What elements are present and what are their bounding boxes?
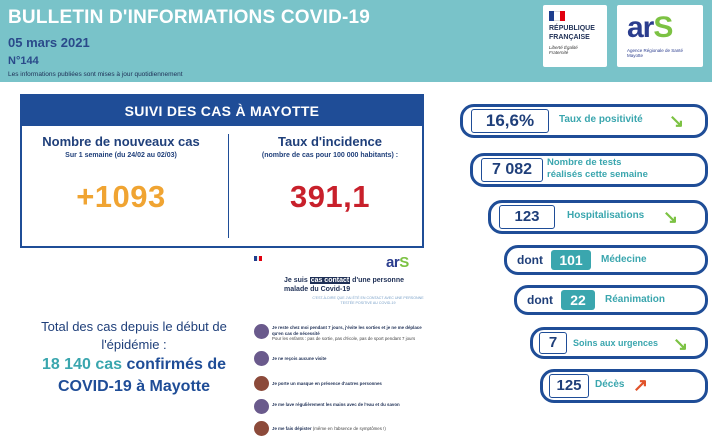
stat-positivity: 16,6% Taux de positivité ↘ — [460, 104, 708, 138]
contact-case-card: arS Je suis cas contact d'une personne m… — [250, 252, 428, 440]
wash-hands-icon — [254, 399, 269, 414]
contact-item: Je porte un masque en présence d'autres … — [254, 376, 426, 394]
republique-francaise-logo: RÉPUBLIQUE FRANÇAISE Liberté Égalité Fra… — [543, 5, 607, 67]
tests-label-line1: Nombre de tests — [547, 157, 622, 168]
down-arrow-icon: ↘ — [673, 334, 689, 354]
stat-hospitalisations: 123 Hospitalisations ↘ — [488, 200, 708, 234]
reanimation-value: 22 — [561, 290, 595, 310]
contact-item: Je reste chez moi pendant 7 jours, j'évi… — [254, 324, 426, 342]
new-cases-block: Nombre de nouveaux cas Sur 1 semaine (du… — [28, 134, 214, 215]
stat-medecine: dont 101 Médecine — [504, 245, 708, 275]
total-count: 18 140 cas — [41, 356, 123, 373]
down-arrow-icon: ↘ — [663, 207, 679, 227]
hospital-value: 123 — [499, 205, 555, 229]
french-flag-icon — [254, 256, 263, 261]
deces-label: Décès — [595, 379, 625, 390]
contact-item: Je me fais dépister (même en l'absence d… — [254, 421, 426, 439]
positivity-value: 16,6% — [471, 109, 549, 133]
medecine-label: Médecine — [601, 254, 647, 265]
contact-card-description: C'EST-À-DIRE QUE J'AI ÉTÉ EN CONTACT AVE… — [312, 296, 424, 305]
french-flag-icon — [549, 11, 565, 21]
tests-value: 7 082 — [481, 158, 543, 182]
new-cases-label: Nombre de nouveaux cas — [42, 134, 200, 149]
down-arrow-icon: ↘ — [669, 111, 685, 131]
republique-line2: FRANÇAISE — [549, 34, 590, 41]
stat-tests: 7 082 Nombre de tests réalisés cette sem… — [470, 153, 708, 187]
up-arrow-icon: ↗ — [633, 375, 649, 395]
deces-value: 125 — [549, 374, 589, 398]
stat-reanimation: dont 22 Réanimation — [514, 285, 708, 315]
stay-home-icon — [254, 324, 269, 339]
urgences-value: 7 — [539, 332, 567, 354]
header-banner: BULLETIN D'INFORMATIONS COVID-19 05 mars… — [0, 0, 712, 82]
medecine-prefix: dont — [517, 253, 543, 267]
total-cases-block: Total des cas depuis le début de l'épidé… — [22, 318, 246, 398]
new-cases-period: Sur 1 semaine (du 24/02 au 02/03) — [65, 152, 177, 159]
new-cases-value: +1093 — [76, 179, 166, 214]
page-title: BULLETIN D'INFORMATIONS COVID-19 — [8, 7, 371, 28]
ars-subtitle: Agence Régionale de Santé Mayotte — [627, 48, 684, 59]
contact-item: Je me lave régulièrement les mains avec … — [254, 399, 426, 417]
mask-icon — [254, 376, 269, 391]
republique-line1: RÉPUBLIQUE — [549, 25, 595, 32]
incidence-value: 391,1 — [289, 179, 371, 214]
total-intro: Total des cas depuis le début de l'épidé… — [41, 319, 227, 352]
incidence-block: Taux d'incidence (nombre de cas pour 100… — [242, 134, 418, 215]
stat-urgences: 7 Soins aux urgences ↘ — [530, 327, 708, 359]
bulletin-date: 05 mars 2021 — [8, 35, 90, 50]
test-icon — [254, 421, 269, 436]
update-note: Les informations publiées sont mises à j… — [8, 71, 183, 78]
republique-motto: Liberté Égalité Fraternité — [549, 45, 578, 56]
no-visit-icon — [254, 351, 269, 366]
positivity-label: Taux de positivité — [559, 114, 643, 125]
ars-logo: arS Agence Régionale de Santé Mayotte — [617, 5, 703, 67]
medecine-value: 101 — [551, 250, 591, 270]
contact-card-title: Je suis cas contact d'une personne malad… — [284, 277, 405, 293]
hospital-label: Hospitalisations — [567, 210, 645, 221]
reanimation-prefix: dont — [527, 293, 553, 307]
total-count-line: 18 140 cas confirmés de — [41, 356, 227, 373]
suivi-title: SUIVI DES CAS À MAYOTTE — [22, 96, 422, 126]
tests-label-line2: réalisés cette semaine — [547, 169, 648, 180]
total-location: COVID-19 à Mayotte — [57, 378, 211, 395]
reanimation-label: Réanimation — [605, 294, 666, 305]
bulletin-number: N°144 — [8, 55, 39, 67]
column-divider — [228, 134, 229, 238]
incidence-label: Taux d'incidence — [278, 134, 382, 149]
urgences-label: Soins aux urgences — [573, 338, 659, 348]
contact-item: Je ne reçois aucune visite — [254, 351, 426, 369]
stat-deces: 125 Décès ↗ — [540, 369, 708, 403]
ars-logo-small: arS — [386, 254, 409, 271]
suivi-panel: SUIVI DES CAS À MAYOTTE Nombre de nouvea… — [20, 94, 424, 248]
incidence-detail: (nombre de cas pour 100 000 habitants) : — [261, 152, 399, 159]
